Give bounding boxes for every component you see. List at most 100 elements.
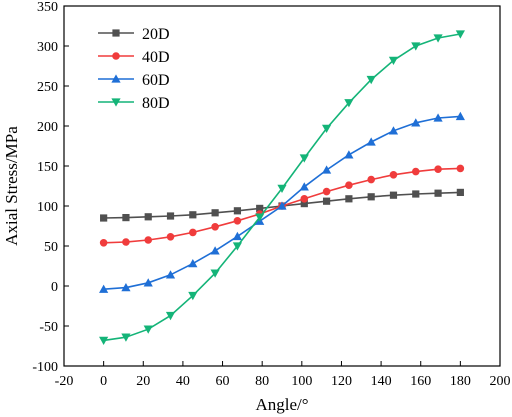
x-tick-label: 140 — [371, 374, 392, 389]
data-point — [299, 182, 309, 191]
legend-swatch-marker — [111, 98, 121, 107]
data-point — [188, 291, 198, 301]
x-tick-label: 40 — [176, 374, 190, 389]
y-tick-label: 0 — [51, 280, 58, 295]
data-point — [99, 284, 109, 293]
data-point — [456, 164, 465, 173]
legend-swatch-marker — [112, 29, 120, 37]
legend-label: 40D — [142, 49, 170, 66]
y-tick-label: 300 — [37, 40, 58, 55]
data-point — [411, 42, 421, 51]
data-point — [412, 190, 420, 198]
data-point — [166, 212, 175, 220]
data-point — [256, 204, 264, 212]
x-axis-title: Angle/° — [255, 395, 308, 414]
data-point — [121, 283, 131, 292]
y-tick-label: 200 — [37, 120, 58, 135]
data-point — [99, 239, 108, 247]
data-point — [211, 223, 219, 231]
data-point — [433, 113, 443, 122]
data-point — [389, 191, 398, 199]
data-point — [210, 269, 220, 278]
data-point — [456, 188, 464, 196]
data-point — [345, 195, 353, 203]
y-tick-label: 150 — [37, 160, 58, 175]
x-tick-label: 80 — [255, 374, 269, 389]
series-60d — [99, 111, 465, 293]
y-tick-label: 50 — [44, 240, 58, 255]
data-point — [165, 270, 176, 279]
data-point — [455, 30, 465, 39]
legend-item-40d: 40D — [98, 49, 170, 66]
data-point — [166, 233, 175, 241]
data-point — [388, 56, 399, 65]
x-tick-label: 160 — [410, 374, 431, 389]
data-point — [165, 311, 176, 321]
data-point — [366, 75, 376, 85]
data-point — [233, 217, 242, 225]
data-point — [367, 175, 375, 184]
legend: 20D 40D 60D 80D — [98, 26, 170, 112]
plot-frame — [63, 5, 501, 367]
data-point — [122, 214, 130, 222]
data-point — [144, 236, 153, 244]
data-point — [366, 137, 376, 146]
series-80d — [99, 30, 465, 345]
data-point — [300, 200, 308, 208]
data-point — [189, 211, 197, 219]
data-point — [344, 150, 354, 159]
y-axis: -100 -50 0 50 100 150 200 250 300 350 — [32, 0, 69, 375]
data-point — [322, 197, 331, 205]
legend-item-60d: 60D — [98, 72, 170, 89]
x-tick-label: 20 — [136, 374, 150, 389]
legend-item-20d: 20D — [98, 26, 170, 43]
data-point — [232, 242, 243, 251]
data-point — [411, 167, 420, 176]
legend-item-80d: 80D — [98, 95, 170, 112]
data-point — [433, 34, 443, 43]
data-point — [122, 238, 130, 246]
data-point — [321, 165, 332, 174]
x-axis: -20 0 20 40 60 80 100 120 140 160 180 200 — [55, 361, 511, 389]
data-point — [367, 193, 375, 201]
x-tick-label: -20 — [55, 374, 74, 389]
data-point — [455, 111, 465, 121]
data-point — [389, 171, 398, 179]
plot-area — [99, 30, 465, 345]
y-tick-label: -100 — [32, 360, 58, 375]
data-point — [300, 195, 309, 203]
data-point — [434, 189, 442, 197]
data-point — [345, 181, 353, 189]
data-point — [388, 126, 399, 135]
data-point — [143, 325, 153, 334]
y-tick-label: 250 — [37, 80, 58, 95]
x-tick-label: 200 — [490, 374, 511, 389]
data-point — [321, 124, 332, 133]
data-point — [189, 228, 197, 237]
data-point — [233, 207, 242, 215]
legend-label: 80D — [142, 95, 170, 112]
data-point — [144, 213, 152, 221]
data-point — [277, 201, 287, 210]
data-point — [99, 336, 109, 345]
series-40d — [99, 164, 465, 247]
data-point — [344, 99, 354, 108]
x-tick-label: 0 — [100, 374, 107, 389]
x-tick-label: 100 — [291, 374, 312, 389]
x-tick-label: 180 — [450, 374, 471, 389]
data-point — [121, 333, 131, 342]
data-point — [100, 214, 108, 222]
data-point — [299, 154, 309, 163]
y-tick-label: 350 — [37, 0, 58, 15]
legend-label: 60D — [142, 72, 170, 89]
y-axis-title: Axial Stress/MPa — [2, 126, 21, 246]
data-point — [232, 231, 243, 241]
x-tick-label: 120 — [331, 374, 352, 389]
legend-swatch-marker — [112, 52, 120, 60]
x-tick-label: 60 — [216, 374, 230, 389]
data-point — [277, 184, 287, 193]
data-point — [188, 259, 198, 268]
y-tick-label: -50 — [39, 320, 58, 335]
legend-swatch-marker — [111, 74, 121, 83]
